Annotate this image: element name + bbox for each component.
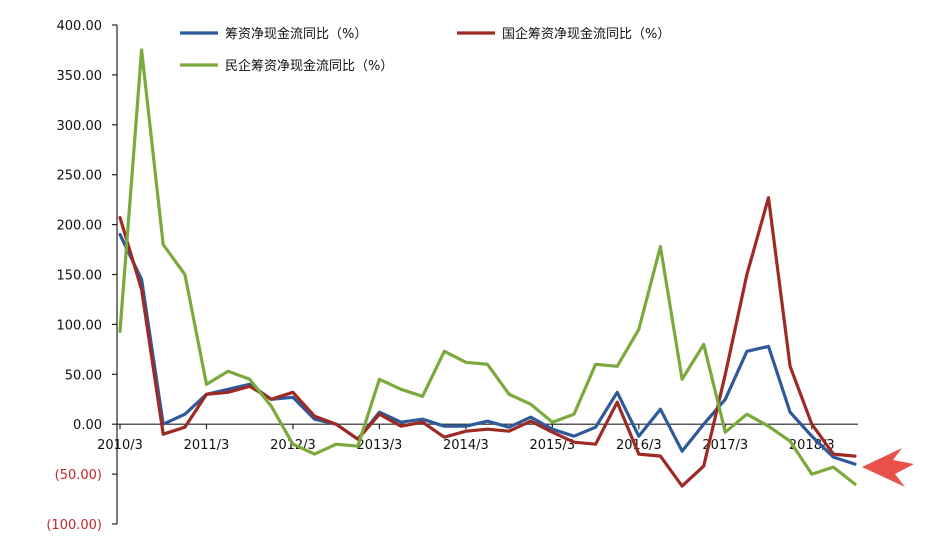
legend: 筹资净现金流同比（%） 国企筹资净现金流同比（%） 民企筹资净现金流同比（%） — [180, 26, 670, 74]
y-tick-label: 50.00 — [65, 368, 102, 383]
legend-label: 民企筹资净现金流同比（%） — [225, 58, 393, 74]
y-tick-label: 0.00 — [73, 418, 102, 433]
y-tick-label: 300.00 — [57, 119, 103, 134]
y-tick-label: 250.00 — [57, 169, 103, 184]
x-tick-label: 2016/3 — [616, 438, 662, 453]
y-tick-label: 350.00 — [57, 69, 103, 84]
series-line-3 — [118, 48, 857, 486]
series-lines — [118, 48, 857, 488]
x-tick-label: 2014/3 — [443, 438, 489, 453]
arrow-icon — [862, 448, 914, 487]
y-tick-label: (100.00) — [46, 518, 102, 533]
x-tick-label: 2015/3 — [529, 438, 575, 453]
x-tick-label: 2017/3 — [702, 438, 748, 453]
x-tick-label: 2010/3 — [97, 438, 143, 453]
x-tick-label: 2013/3 — [357, 438, 403, 453]
y-axis: 400.00 350.00 300.00 250.00 200.00 150.00 100.… — [46, 19, 118, 533]
y-tick-label: 150.00 — [57, 269, 103, 284]
x-tick-label: 2011/3 — [184, 438, 230, 453]
series-line-2 — [118, 196, 857, 488]
y-tick-label: 100.00 — [57, 318, 103, 333]
y-tick-label: 200.00 — [57, 219, 103, 234]
y-tick-label: (50.00) — [55, 468, 102, 483]
legend-label: 国企筹资净现金流同比（%） — [502, 26, 670, 42]
y-tick-label: 400.00 — [57, 19, 103, 34]
legend-label: 筹资净现金流同比（%） — [225, 26, 367, 42]
series-line-1 — [118, 233, 857, 466]
